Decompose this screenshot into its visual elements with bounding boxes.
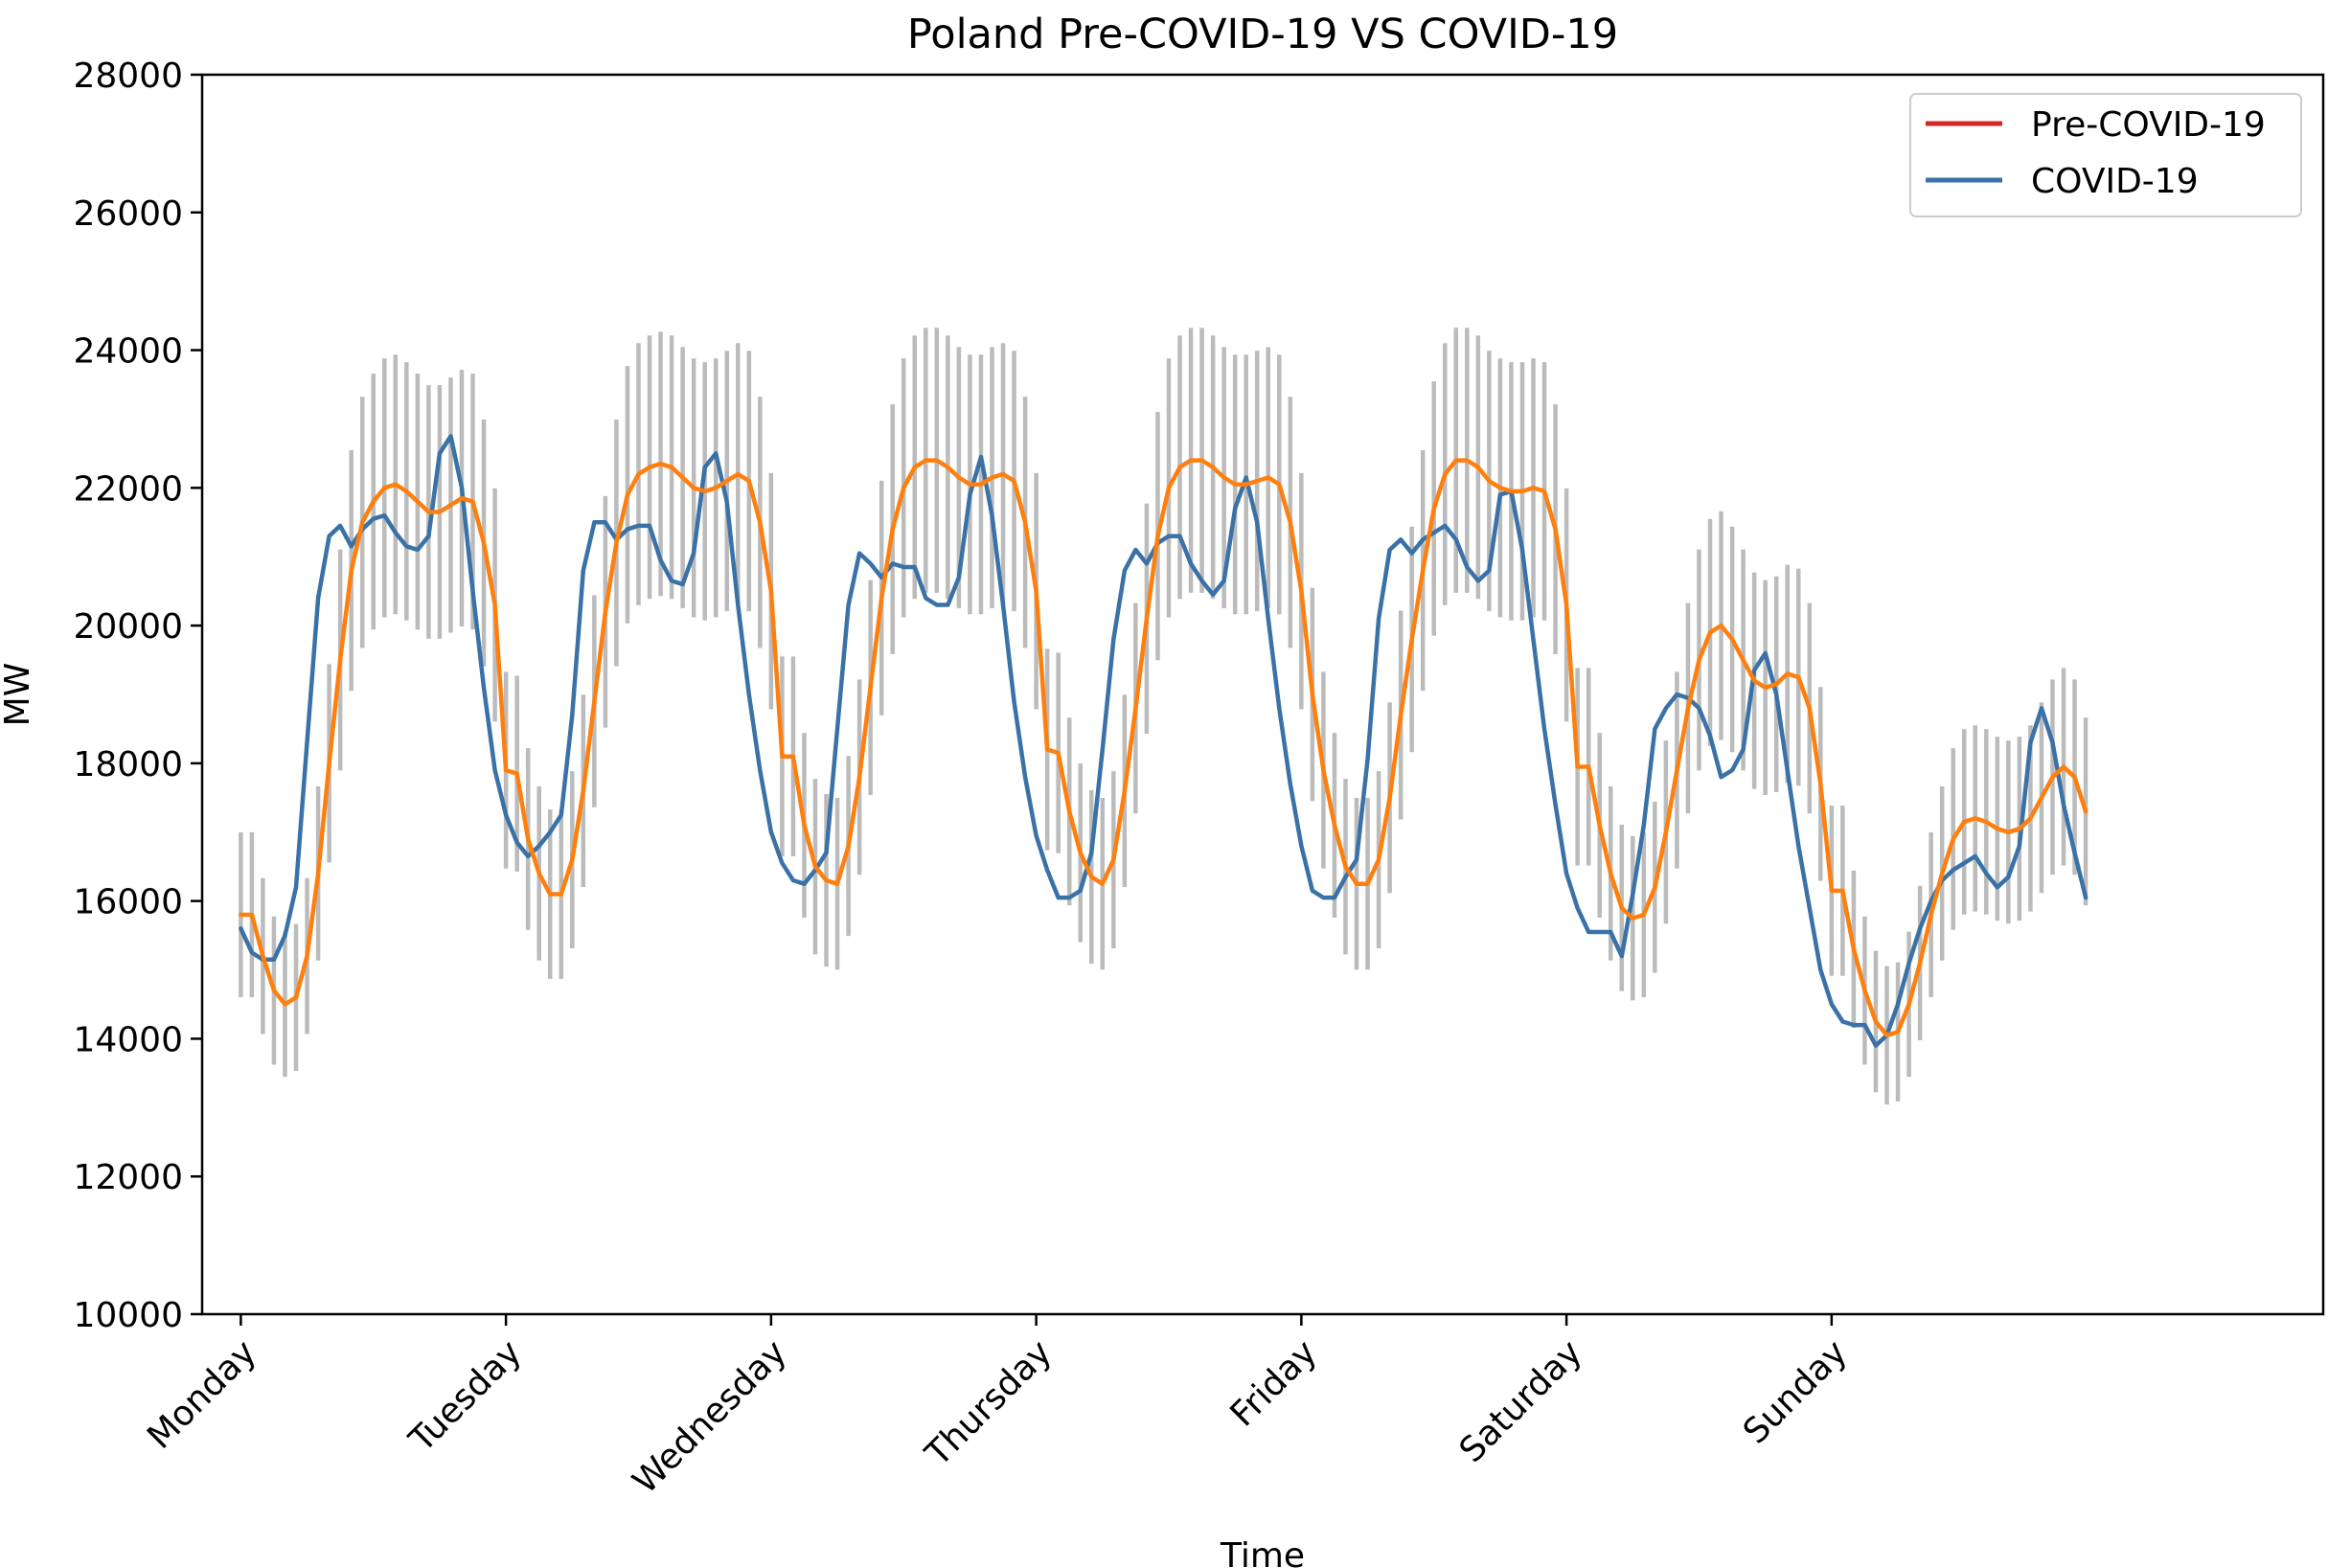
series-line-covid <box>239 434 2088 1048</box>
y-tick-label: 24000 <box>73 332 183 372</box>
y-tick-label: 12000 <box>73 1158 183 1197</box>
plot-frame <box>200 73 2325 1316</box>
chart-title: Poland Pre-COVID-19 VS COVID-19 <box>907 11 1618 58</box>
legend-box <box>1909 93 2302 217</box>
y-tick-label: 26000 <box>73 194 183 234</box>
y-tick-label: 16000 <box>73 883 183 922</box>
legend-label-covid: COVID-19 <box>2031 162 2199 201</box>
y-tick-label: 14000 <box>73 1020 183 1059</box>
y-tick-label: 18000 <box>73 745 183 784</box>
y-tick-label: 28000 <box>73 57 183 96</box>
series-line-pre-covid <box>239 458 2088 1038</box>
y-tick-label: 20000 <box>73 607 183 647</box>
y-axis: 10000 12000 14000 16000 18000 20000 22000 24000… <box>73 57 202 1335</box>
legend-label-pre-covid: Pre-COVID-19 <box>2031 105 2266 145</box>
series-lines <box>239 434 2088 1048</box>
x-axis-title: Time <box>1220 1536 1305 1568</box>
y-tick-label: 22000 <box>73 469 183 509</box>
y-axis-title: MW <box>0 663 37 727</box>
y-tick-label: 10000 <box>73 1296 183 1335</box>
legend: Pre-COVID-19 COVID-19 <box>1909 93 2302 217</box>
